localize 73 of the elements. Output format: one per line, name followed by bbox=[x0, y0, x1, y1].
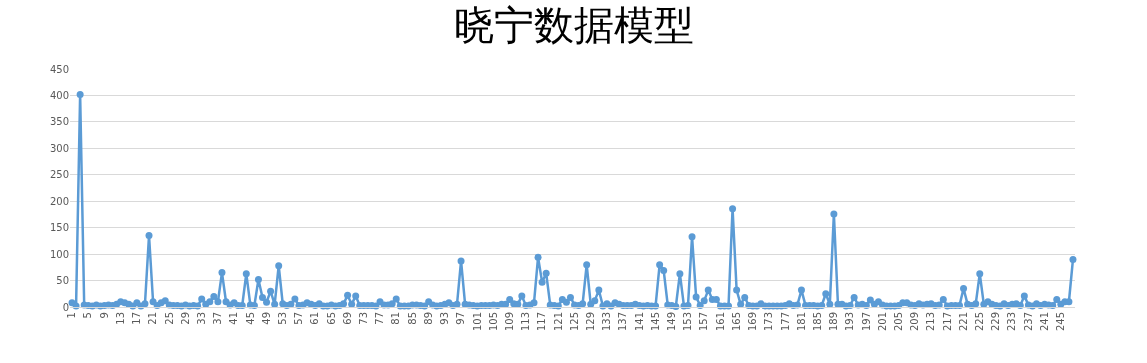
y-tick-label: 0 bbox=[62, 301, 69, 313]
x-tick-label: 213 bbox=[925, 312, 937, 332]
x-tick-label: 61 bbox=[309, 312, 321, 325]
x-tick-label: 125 bbox=[568, 312, 580, 332]
x-tick-label: 85 bbox=[406, 312, 418, 325]
x-tick-label: 209 bbox=[909, 312, 921, 332]
x-tick-label: 89 bbox=[422, 312, 434, 325]
y-tick-label: 100 bbox=[49, 248, 69, 260]
x-tick-label: 233 bbox=[1006, 312, 1018, 332]
y-tick-label: 350 bbox=[49, 116, 69, 128]
x-tick-label: 221 bbox=[957, 312, 969, 332]
x-tick-label: 65 bbox=[325, 312, 337, 325]
y-tick-label: 300 bbox=[49, 142, 69, 154]
y-tick-label: 150 bbox=[49, 222, 69, 234]
x-tick-label: 217 bbox=[941, 312, 953, 332]
x-tick-label: 133 bbox=[601, 312, 613, 332]
x-tick-label: 113 bbox=[520, 312, 532, 332]
x-tick-label: 161 bbox=[714, 312, 726, 332]
x-tick-label: 105 bbox=[487, 312, 499, 332]
x-tick-label: 145 bbox=[649, 312, 661, 332]
x-tick-label: 181 bbox=[795, 312, 807, 332]
y-tick-label: 200 bbox=[49, 195, 69, 207]
x-tick-label: 149 bbox=[666, 312, 678, 332]
x-tick-label: 121 bbox=[552, 312, 564, 332]
x-tick-label: 109 bbox=[503, 312, 515, 332]
x-tick-label: 205 bbox=[892, 312, 904, 332]
chart-title: 晓宁数据模型 bbox=[453, 1, 694, 48]
x-tick-label: 93 bbox=[439, 312, 451, 325]
x-tick-label: 237 bbox=[1022, 312, 1034, 332]
x-tick-label: 5 bbox=[82, 312, 94, 319]
x-tick-label: 45 bbox=[244, 312, 256, 325]
x-tick-label: 225 bbox=[974, 312, 986, 332]
x-tick-label: 157 bbox=[698, 312, 710, 332]
x-tick-label: 193 bbox=[844, 312, 856, 332]
x-tick-label: 165 bbox=[730, 312, 742, 332]
x-tick-label: 37 bbox=[212, 312, 224, 325]
x-tick-label: 49 bbox=[260, 312, 272, 325]
x-tick-label: 69 bbox=[341, 312, 353, 325]
x-tick-label: 177 bbox=[779, 312, 791, 332]
x-tick-label: 53 bbox=[277, 312, 288, 325]
x-tick-label: 73 bbox=[358, 312, 370, 325]
x-tick-label: 29 bbox=[179, 312, 191, 325]
x-tick-label: 169 bbox=[747, 312, 759, 332]
x-tick-label: 241 bbox=[1038, 312, 1050, 332]
x-tick-label: 197 bbox=[860, 312, 872, 332]
x-tick-label: 25 bbox=[163, 312, 175, 325]
x-tick-label: 245 bbox=[1055, 312, 1067, 332]
x-tick-label: 17 bbox=[131, 312, 143, 325]
x-tick-label: 137 bbox=[617, 312, 629, 332]
x-tick-label: 173 bbox=[763, 312, 775, 332]
y-tick-label: 450 bbox=[49, 63, 69, 75]
x-tick-label: 9 bbox=[98, 312, 110, 319]
y-tick-label: 50 bbox=[56, 275, 69, 287]
y-tick-label: 250 bbox=[49, 169, 69, 181]
x-tick-label: 77 bbox=[374, 312, 386, 325]
x-tick-label: 1 bbox=[66, 312, 78, 319]
y-tick-label: 400 bbox=[49, 89, 69, 101]
x-tick-label: 117 bbox=[536, 312, 548, 332]
x-tick-label: 81 bbox=[390, 312, 402, 325]
x-tick-label: 101 bbox=[471, 312, 483, 332]
x-tick-label: 129 bbox=[584, 312, 596, 332]
x-tick-label: 41 bbox=[228, 312, 240, 325]
x-tick-label: 141 bbox=[633, 312, 645, 332]
x-tick-label: 13 bbox=[114, 312, 126, 325]
x-tick-label: 21 bbox=[147, 312, 159, 325]
x-tick-label: 153 bbox=[682, 312, 694, 332]
x-tick-label: 97 bbox=[455, 312, 467, 325]
x-tick-label: 201 bbox=[876, 312, 888, 332]
x-tick-label: 185 bbox=[811, 312, 823, 332]
x-tick-label: 189 bbox=[828, 312, 840, 332]
x-tick-label: 33 bbox=[195, 312, 207, 325]
x-tick-label: 229 bbox=[990, 312, 1002, 332]
x-tick-label: 57 bbox=[293, 312, 305, 325]
